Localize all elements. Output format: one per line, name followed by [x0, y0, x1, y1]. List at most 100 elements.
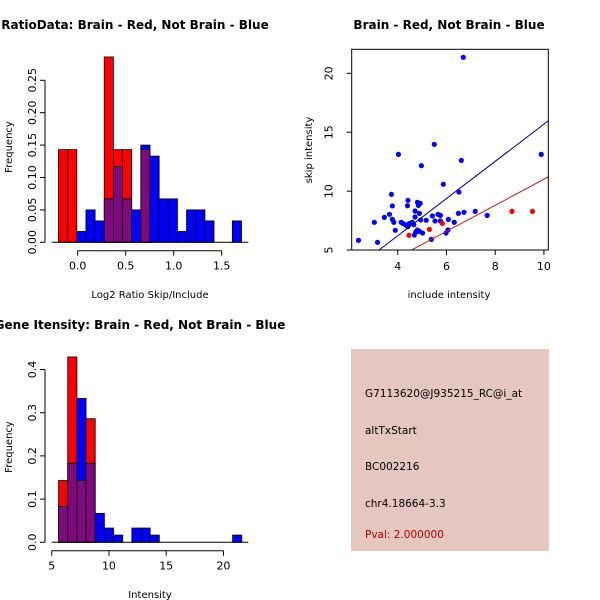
scatter-point-not-brain [437, 212, 443, 218]
fit-line [410, 176, 549, 250]
scatter-point-not-brain [456, 189, 462, 195]
histogram-bar-overlap [122, 198, 133, 243]
ratio-histogram-ylabel: Frequency [4, 121, 15, 173]
scatter-point-not-brain [461, 209, 467, 215]
y-tick-label: 0.1 [26, 490, 39, 508]
y-tick-label: 0.00 [26, 230, 39, 255]
y-tick-label: 0.05 [26, 198, 39, 223]
histogram-bar-overlap [103, 198, 114, 243]
scatter-point-not-brain [417, 200, 423, 206]
scatter-point-not-brain [392, 227, 398, 233]
scatter-point-not-brain [389, 203, 395, 209]
scatter-point-brain [529, 208, 536, 214]
histogram-bar-not-brain [195, 209, 206, 243]
y-tick-label: 0.2 [26, 447, 39, 465]
scatter-point-not-brain [412, 214, 418, 220]
histogram-bar-not-brain [131, 209, 142, 243]
scatter-point-not-brain [371, 219, 377, 225]
ratio-histogram-xlabel: Log2 Ratio Skip/Include [91, 290, 208, 301]
histogram-bar-not-brain [85, 209, 96, 243]
scatter-point-not-brain [405, 197, 411, 203]
fit-line [378, 120, 549, 250]
y-tick-label: 15 [323, 125, 336, 139]
scatter-point-not-brain [423, 217, 429, 223]
y-tick-label: 20 [323, 66, 336, 80]
ratio-histogram-title: RatioData: Brain - Red, Not Brain - Blue [1, 18, 268, 32]
x-tick-label: 5 [48, 560, 55, 573]
chromosome-location: chr4.18664-3.3 [365, 498, 446, 510]
scatter-point-brain [509, 208, 515, 214]
scatter-point-not-brain [484, 212, 490, 218]
scatter-point-not-brain [451, 219, 457, 225]
histogram-bar-overlap [85, 462, 96, 543]
histogram-bar-not-brain [232, 534, 243, 543]
scatter-point-not-brain [429, 213, 435, 219]
intensity-histogram-xlabel: Intensity [128, 590, 172, 600]
x-tick-label: 0.0 [69, 260, 87, 273]
histogram-bar-not-brain [76, 231, 87, 243]
y-tick-label: 5 [323, 247, 336, 254]
scatter-point-not-brain [381, 214, 387, 220]
probe-id: G7113620@J935215_RC@i_at [365, 388, 522, 400]
scatter-point-not-brain [388, 191, 395, 197]
y-tick-label: 0.15 [26, 133, 39, 158]
scatter-point-not-brain [455, 210, 462, 216]
histogram-bar-not-brain [149, 155, 160, 243]
scatter-point-not-brain [460, 54, 466, 60]
y-tick-label: 0.4 [26, 361, 39, 379]
accession: BC002216 [365, 461, 420, 473]
x-tick-label: 20 [216, 560, 230, 573]
info-panel: G7113620@J935215_RC@i_at altTxStart BC00… [351, 349, 549, 551]
scatter-point-not-brain [411, 232, 417, 238]
histogram-bar-not-brain [149, 534, 160, 543]
y-tick-label: 10 [323, 184, 336, 198]
scatter-point-brain [426, 226, 433, 232]
histogram-bar-overlap [140, 149, 151, 243]
x-tick-label: 10 [537, 260, 551, 273]
scatter-point-not-brain [432, 218, 438, 224]
histogram-bar-overlap [76, 480, 87, 543]
histogram-bar-not-brain [94, 512, 105, 543]
scatter-title: Brain - Red, Not Brain - Blue [353, 18, 544, 32]
intensity-scatter: Brain - Red, Not Brain - Blue include in… [304, 18, 551, 301]
x-tick-label: 8 [492, 260, 499, 273]
scatter-point-not-brain [418, 163, 424, 169]
x-tick-label: 0.5 [117, 260, 135, 273]
y-tick-label: 0.25 [26, 68, 39, 93]
scatter-point-not-brain [355, 237, 362, 243]
x-tick-label: 1.0 [165, 260, 183, 273]
p-value: Pval: 2.000000 [365, 529, 444, 541]
histogram-bar-not-brain [167, 198, 178, 243]
scatter-point-not-brain [374, 239, 381, 245]
scatter-xlabel: include intensity [408, 290, 491, 301]
histogram-bar-not-brain [186, 209, 197, 243]
plot-frame [351, 48, 549, 251]
info-panel-background [351, 349, 549, 551]
histogram-bar-overlap [112, 166, 123, 243]
histogram-bar-not-brain [140, 527, 151, 543]
y-tick-label: 0.0 [26, 534, 39, 552]
scatter-point-not-brain [431, 141, 437, 147]
y-tick-label: 0.3 [26, 404, 39, 422]
scatter-point-not-brain [404, 203, 411, 209]
x-tick-label: 6 [443, 260, 450, 273]
histogram-bar-brain [67, 149, 78, 243]
scatter-point-brain [406, 232, 412, 238]
event-type: altTxStart [365, 425, 417, 437]
scatter-point-not-brain [538, 151, 544, 157]
x-tick-label: 15 [159, 560, 173, 573]
histogram-bar-not-brain [131, 527, 142, 543]
scatter-point-not-brain [440, 181, 446, 187]
histogram-bar-not-brain [94, 220, 105, 243]
intensity-histogram-ylabel: Frequency [4, 421, 15, 473]
ratio-histogram: RatioData: Brain - Red, Not Brain - Blue… [1, 18, 268, 301]
histogram-bar-not-brain [204, 220, 215, 243]
scatter-point-brain [439, 220, 445, 226]
y-tick-label: 0.20 [26, 100, 39, 125]
histogram-bar-not-brain [177, 231, 187, 243]
scatter-point-not-brain [416, 210, 423, 216]
x-tick-label: 4 [394, 260, 401, 273]
scatter-point-not-brain [419, 230, 426, 236]
